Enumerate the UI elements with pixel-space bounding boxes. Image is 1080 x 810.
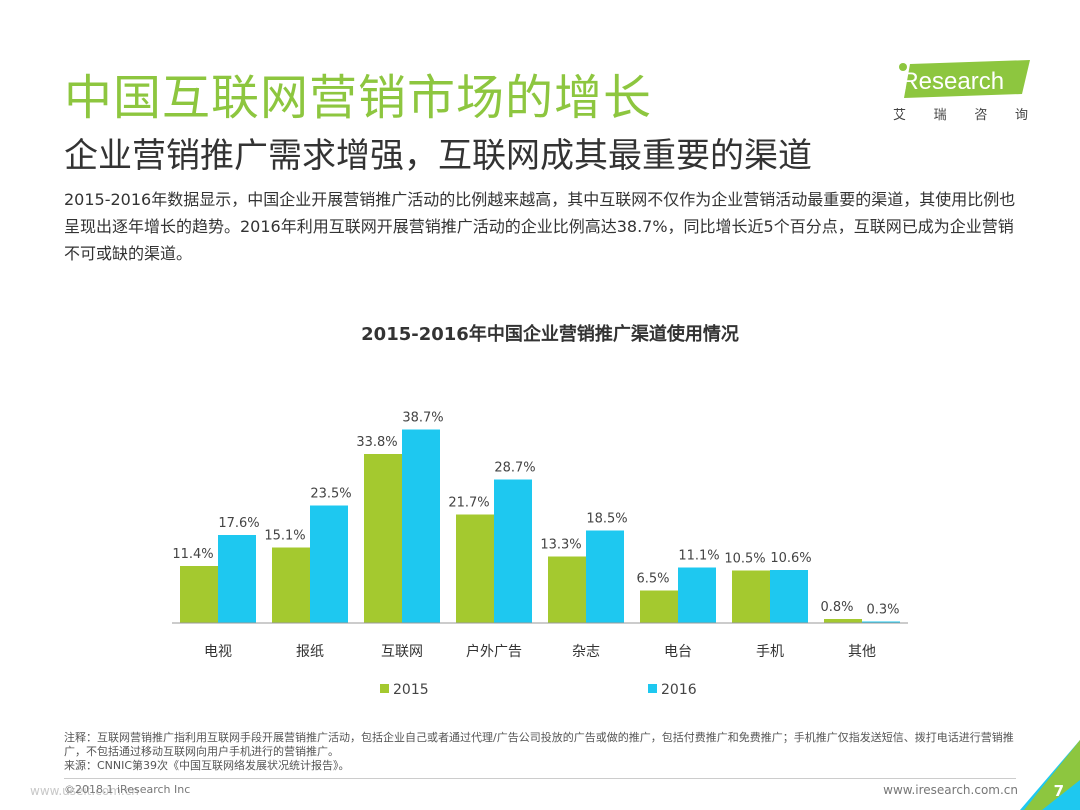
data-label: 21.7% [448,496,489,511]
data-label: 15.1% [264,529,305,544]
bar-chart: 11.4% 17.6% 电视 15.1% 23.5% 报纸 33.8% 38.7% 互联网 21.… [172,411,908,698]
x-tick-label: 电台 [664,644,692,660]
bar-2016 [310,505,348,623]
bar-2015 [732,570,770,623]
data-label: 38.7% [402,411,443,426]
bar-2016 [770,570,808,623]
data-label: 10.6% [770,551,811,566]
bar-2016 [402,429,440,623]
data-label: 33.8% [356,435,397,450]
website-link[interactable]: www.iresearch.com.cn [883,783,1018,797]
bar-2015 [180,566,218,623]
data-label: 10.5% [724,552,765,567]
legend-swatch-2016 [648,684,657,693]
copyright: ©2018.1 iResearch Inc [64,783,191,796]
data-label: 17.6% [218,516,259,531]
bar-2016 [678,567,716,623]
data-label: 23.5% [310,487,351,502]
x-tick-label: 其他 [848,644,876,660]
x-tick-label: 电视 [204,644,232,660]
logo-char: 瑞 [933,108,947,123]
page-corner-decoration [1020,740,1080,810]
x-tick-label: 报纸 [296,644,324,660]
bar-2016 [586,530,624,623]
watermark: www.useit.com.cn [30,784,139,798]
data-label: 13.3% [540,538,581,553]
chart-note: 注释：互联网营销推广指利用互联网手段开展营销推广活动，包括企业自己或者通过代理/… [64,731,1024,773]
bar-2015 [456,514,494,623]
iresearch-logo: iResearch [896,60,1030,98]
bar-2016 [862,621,900,623]
page-number: 7 [1053,782,1064,800]
summary-paragraph: 2015-2016年数据显示，中国企业开展营销推广活动的比例越来越高，其中互联网… [64,190,1016,263]
page-subtitle: 企业营销推广需求增强，互联网成其最重要的渠道 [64,136,812,176]
data-label: 11.4% [172,547,213,562]
bar-2015 [364,454,402,623]
bar-2015 [548,556,586,623]
bar-2015 [272,547,310,623]
bar-2015 [824,619,862,623]
legend-label-2016: 2016 [661,682,697,698]
data-label: 18.5% [586,512,627,527]
bar-2016 [494,479,532,623]
data-label: 0.8% [820,600,853,615]
x-tick-label: 互联网 [381,644,423,660]
legend-swatch-2015 [380,684,389,693]
logo-char: 询 [1014,108,1028,123]
footer-divider [64,778,1016,779]
logo-char: 咨 [974,108,988,123]
logo-dot [899,63,907,71]
corner-green-shape [1024,740,1080,810]
logo-banner-shape [904,60,1030,98]
bar-2015 [640,590,678,623]
data-label: 11.1% [678,549,719,564]
data-label: 6.5% [636,572,669,587]
logo-chinese-name: 艾 瑞 咨 询 [893,104,1028,123]
x-tick-label: 手机 [756,644,784,660]
bar-2016 [218,535,256,623]
corner-blue-shape [1020,740,1080,810]
chart-title: 2015-2016年中国企业营销推广渠道使用情况 [361,324,739,345]
x-tick-label: 户外广告 [466,643,522,660]
legend-label-2015: 2015 [393,682,429,698]
x-tick-label: 杂志 [572,644,600,660]
note-text: 注释：互联网营销推广指利用互联网手段开展营销推广活动，包括企业自己或者通过代理/… [64,731,1014,758]
logo-wordmark: iResearch [896,68,1004,95]
source-text: 来源：CNNIC第39次《中国互联网络发展状况统计报告》。 [64,759,350,772]
data-label: 28.7% [494,461,535,476]
page-title: 中国互联网营销市场的增长 [64,70,653,126]
data-label: 0.3% [866,603,899,618]
logo-char: 艾 [893,108,907,123]
